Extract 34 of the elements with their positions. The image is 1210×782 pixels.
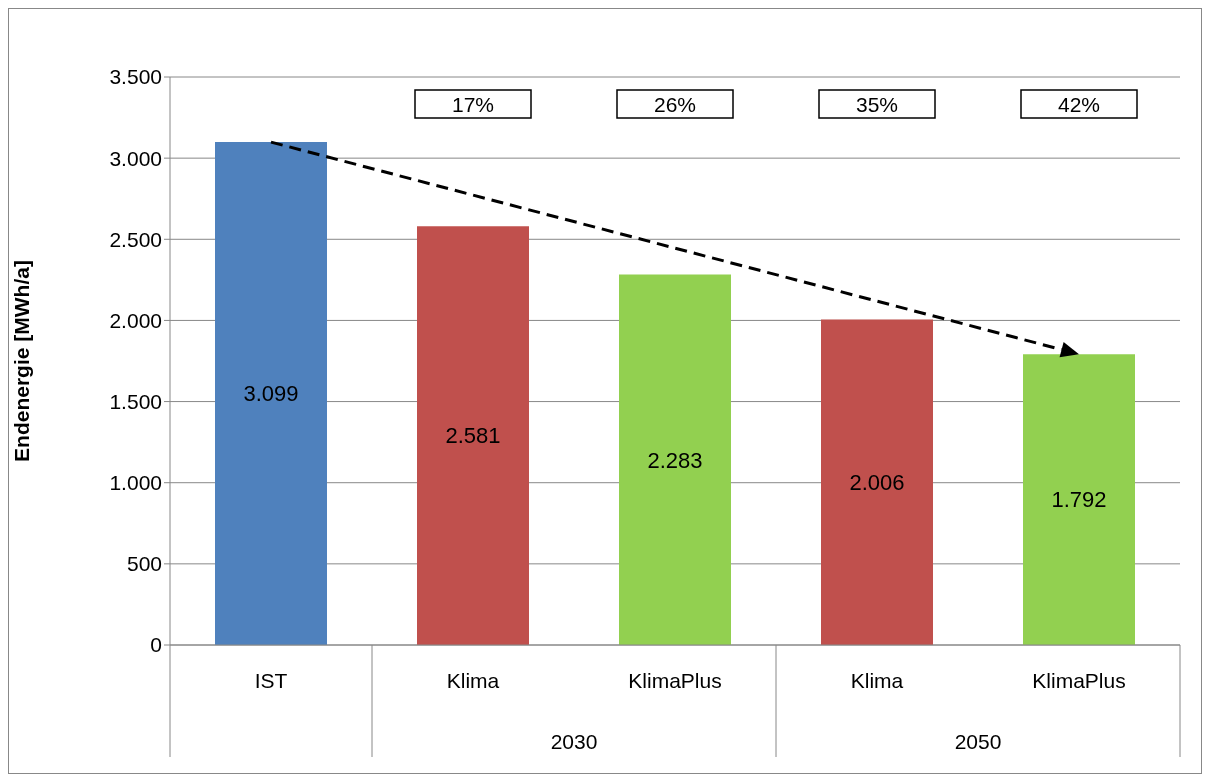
data-label: 3.099 [243, 381, 299, 407]
annotation: 35% [855, 93, 899, 116]
bar [417, 226, 529, 645]
x-tick-label: KlimaPlus [1032, 668, 1126, 692]
text-box: 17% [414, 89, 532, 119]
y-tick-label: 0 [150, 633, 162, 657]
bar [821, 319, 933, 645]
data-label: 2.283 [647, 447, 703, 473]
y-tick-label: 3.000 [109, 146, 162, 170]
y-tick-label: 1.000 [109, 471, 162, 495]
x-tick-label: Klima [850, 668, 904, 692]
y-tick-label: 2.500 [109, 227, 162, 251]
bar [619, 274, 731, 645]
annotation: 26% [653, 93, 697, 116]
y-axis-title: Endenergie [MWh/a] [10, 260, 34, 462]
text-box: 35% [818, 89, 936, 119]
y-tick-label: 3.500 [109, 65, 162, 89]
y-tick-label: 1.500 [109, 390, 162, 414]
x-tick-label: IST [254, 668, 288, 692]
data-label: 1.792 [1051, 487, 1107, 513]
annotation: 42% [1057, 93, 1101, 116]
y-tick-label: 500 [126, 552, 162, 576]
y-tick-label: 2.000 [109, 308, 162, 332]
annotation: 17% [451, 93, 495, 116]
x-tick-label: KlimaPlus [628, 668, 722, 692]
data-label: 2.006 [849, 470, 905, 496]
text-box: 26% [616, 89, 734, 119]
x-tick-label: Klima [446, 668, 500, 692]
bar [215, 142, 327, 645]
text-box: 42% [1020, 89, 1138, 119]
data-label: 2.581 [445, 423, 501, 449]
text: 2030 [550, 730, 598, 753]
bar [1023, 354, 1135, 645]
text: 2050 [954, 730, 1002, 753]
